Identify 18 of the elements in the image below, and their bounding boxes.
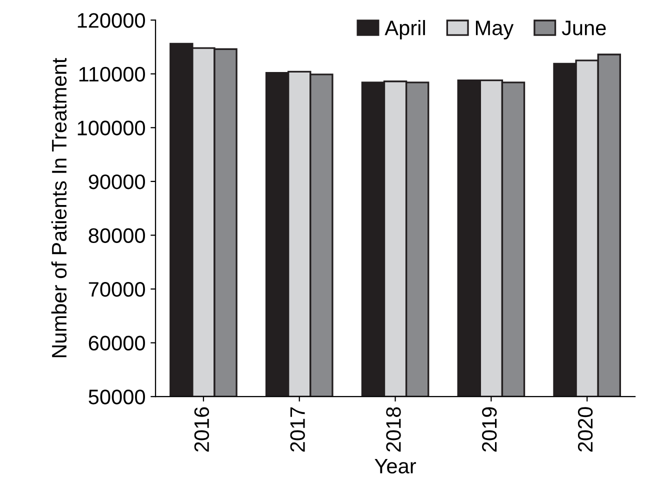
y-tick-label: 50000 xyxy=(88,390,145,404)
legend-label: April xyxy=(384,20,425,40)
y-tick-label: 100000 xyxy=(78,120,145,136)
y-tick-label: 90000 xyxy=(88,174,145,190)
x-tick-label: 2016 xyxy=(194,407,210,452)
y-axis-title: Number of Patients In Treatment xyxy=(51,58,67,358)
x-tick-label: 2020 xyxy=(578,407,593,452)
legend-label: May xyxy=(476,20,514,40)
y-tick-label: 110000 xyxy=(79,66,145,82)
x-axis-title: Year xyxy=(374,458,416,474)
x-tick-label: 2017 xyxy=(290,407,305,452)
x-tick-label: 2018 xyxy=(386,407,401,452)
y-tick-label: 70000 xyxy=(88,282,145,297)
y-tick-label: 120000 xyxy=(78,13,145,28)
x-tick-label: 2019 xyxy=(482,407,497,452)
y-tick-label: 80000 xyxy=(88,228,145,243)
y-tick-label: 60000 xyxy=(88,336,145,351)
legend-label: June xyxy=(562,20,606,36)
